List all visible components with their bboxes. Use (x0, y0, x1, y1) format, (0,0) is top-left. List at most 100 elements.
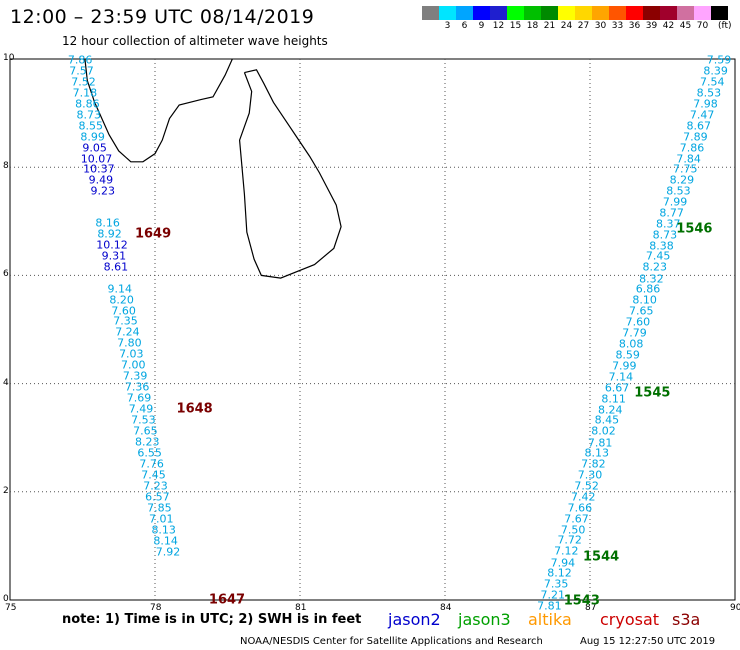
footer-timestamp: Aug 15 12:27:50 UTC 2019 (580, 636, 716, 647)
wave-height-value: 7.84 (676, 152, 701, 166)
wave-height-value: 7.89 (683, 130, 708, 144)
wave-height-value: 7.80 (117, 336, 142, 350)
color-swatch (439, 6, 456, 20)
wave-height-value: 7.59 (706, 53, 732, 67)
wave-height-value: 7.12 (554, 544, 579, 558)
wave-height-value: 6.86 (635, 282, 661, 296)
color-scale-labels: 3 6 9 12 15 18 21 24 27 30 33 36 39 42 45 70 (422, 21, 711, 31)
y-tick-label: 2 (3, 485, 9, 496)
wave-height-value: 9.31 (101, 249, 127, 263)
wave-height-value: 7.42 (570, 490, 596, 504)
wave-height-value: 7.76 (139, 457, 164, 471)
satellite-name-altika: altika (528, 610, 572, 629)
color-scale-bar (422, 6, 728, 20)
wave-height-value: 7.69 (126, 391, 152, 405)
note-text: note: 1) Time is in UTC; 2) SWH is in fe… (62, 612, 362, 627)
color-swatch (643, 6, 660, 20)
wave-height-value: 8.14 (153, 534, 178, 548)
wave-height-value: 7.82 (581, 457, 606, 471)
wave-height-value: 7.18 (72, 86, 98, 100)
wave-height-value: 7.35 (543, 577, 569, 591)
color-swatch (507, 6, 524, 20)
color-swatch (694, 6, 711, 20)
wave-height-value: 8.23 (135, 435, 160, 449)
wave-height-value: 7.65 (628, 304, 654, 318)
satellite-name-jason3: jason3 (458, 610, 511, 629)
color-scale-label: 21 (543, 21, 556, 31)
page-subtitle: 12 hour collection of altimeter wave hei… (62, 34, 328, 48)
wave-height-value: 8.10 (632, 293, 657, 307)
color-scale-label: 36 (628, 21, 641, 31)
wave-height-value: 6.55 (137, 446, 162, 460)
color-swatch (524, 6, 541, 20)
color-scale-label: 18 (526, 21, 539, 31)
pass-time-label: 1545 (634, 385, 671, 401)
x-tick-label: 81 (295, 603, 307, 613)
satellite-name-jason2: jason2 (388, 610, 441, 629)
wave-height-value: 8.86 (75, 97, 100, 111)
wave-height-value: 7.00 (121, 358, 146, 372)
wave-height-value: 7.30 (577, 468, 603, 482)
wave-height-value: 7.47 (689, 108, 715, 122)
color-scale-label: 6 (461, 21, 468, 31)
color-swatch (422, 6, 439, 20)
color-scale-label: 30 (594, 21, 607, 31)
wave-height-value: 9.23 (90, 184, 116, 198)
pass-time-label: 1544 (583, 549, 620, 565)
wave-height-value: 7.86 (67, 53, 93, 67)
wave-height-value: 8.12 (547, 566, 572, 580)
wave-height-value: 7.65 (133, 424, 158, 438)
wave-height-value: 8.45 (594, 413, 620, 427)
color-scale-label: 70 (696, 21, 709, 31)
wave-height-value: 7.60 (625, 315, 651, 329)
pass-time-label: 1648 (176, 401, 213, 417)
wave-height-value: 8.16 (95, 216, 120, 230)
wave-height-value: 8.59 (615, 348, 640, 362)
color-scale-label: 15 (509, 21, 522, 31)
color-swatch (660, 6, 677, 20)
wave-height-value: 10.37 (83, 162, 115, 176)
y-tick-label: 6 (3, 269, 9, 280)
wave-height-value: 8.67 (686, 119, 712, 133)
wave-height-value: 7.39 (122, 369, 148, 383)
wave-height-value: 8.61 (103, 260, 129, 274)
color-swatch (609, 6, 626, 20)
color-scale-unit: (ft) (718, 21, 732, 31)
wave-height-value: 8.92 (97, 227, 122, 241)
page-title: 12:00 – 23:59 UTC 08/14/2019 (10, 6, 315, 28)
color-scale-label: 24 (560, 21, 573, 31)
y-tick-label: 8 (3, 161, 9, 172)
x-tick-label: 78 (150, 603, 162, 613)
color-swatch (541, 6, 558, 20)
wave-height-value: 10.07 (80, 152, 113, 166)
x-tick-label: 90 (730, 603, 740, 613)
wave-height-value: 8.02 (591, 424, 616, 438)
wave-height-value: 7.81 (587, 436, 613, 450)
y-tick-label: 10 (3, 53, 15, 63)
color-scale-label: 45 (679, 21, 692, 31)
color-scale-label: 33 (611, 21, 624, 31)
satellite-name-s3a: s3a (672, 610, 701, 629)
color-swatch (558, 6, 575, 20)
wave-height-value: 8.23 (642, 260, 668, 274)
wave-height-value: 7.72 (557, 533, 582, 547)
wave-height-value: 7.92 (155, 545, 181, 559)
wave-height-value: 7.86 (679, 141, 705, 155)
pass-time-label: 1543 (563, 593, 600, 609)
x-tick-label: 87 (585, 603, 597, 613)
color-scale-label: 42 (662, 21, 675, 31)
wave-height-value: 7.50 (560, 523, 586, 537)
wave-height-value: 7.94 (550, 556, 576, 570)
color-scale-label: 27 (577, 21, 590, 31)
wave-height-value: 7.66 (567, 501, 593, 515)
color-scale-label: 39 (645, 21, 658, 31)
wave-height-value: 8.11 (601, 392, 626, 406)
wave-height-value: 7.98 (693, 97, 718, 111)
wave-height-value: 10.12 (96, 238, 128, 252)
wave-height-value: 8.53 (666, 184, 691, 198)
wave-height-value: 8.24 (598, 403, 623, 417)
wave-height-value: 6.57 (145, 490, 170, 504)
wave-height-value: 7.85 (147, 501, 172, 515)
color-scale-label: 12 (492, 21, 505, 31)
